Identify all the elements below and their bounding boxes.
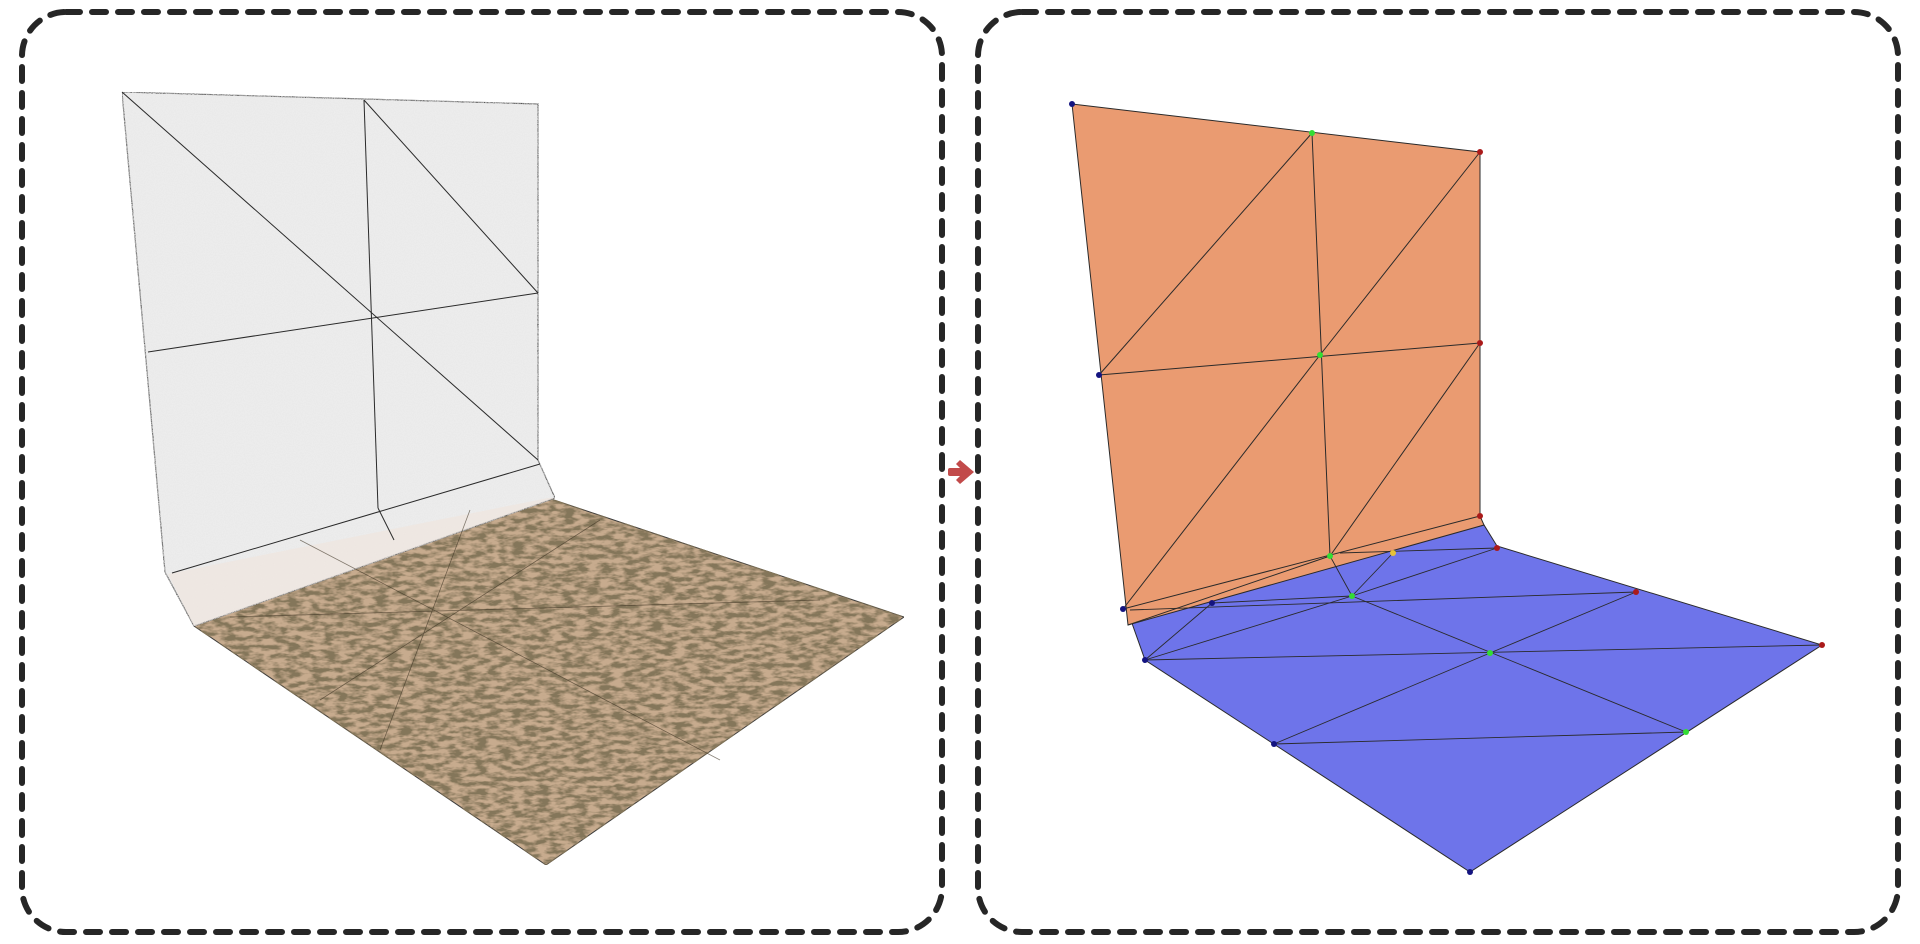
mesh-vertex [1271,741,1277,747]
textured-wall-mesh-edges [121,91,541,574]
mesh-vertex [1317,352,1323,358]
mesh-vertex [1069,101,1075,107]
wall-region-mesh-edges [1098,132,1481,626]
mesh-vertex [1390,550,1396,556]
mesh-vertex [1309,130,1315,136]
right-arrow-icon [948,460,974,484]
mesh-vertex [1096,372,1102,378]
floor-region-mesh-edges [1129,547,1823,745]
mesh-vertex [1120,606,1126,612]
segmented-panel [975,9,1901,935]
mesh-vertex [1209,600,1215,606]
wall-region [1071,103,1485,626]
mesh-vertex [1477,513,1483,519]
mesh-vertex [1142,657,1148,663]
textured-floor-mesh-edges [229,509,821,761]
mesh-vertex [1477,340,1483,346]
segmented-panel-frame [975,9,1901,935]
mesh-vertex [1467,869,1473,875]
mesh-vertex [1487,650,1493,656]
mesh-vertex [1683,729,1689,735]
textured-panel [19,9,945,935]
textured-panel-frame [19,9,945,935]
mesh-vertex [1327,553,1333,559]
mesh-vertex-markers [1069,101,1825,875]
mesh-vertex [1633,589,1639,595]
mesh-vertex [1819,642,1825,648]
mesh-vertex [1349,593,1355,599]
mesh-vertex [1477,149,1483,155]
mesh-vertex [1494,545,1500,551]
wall-floor-seam [168,498,555,626]
